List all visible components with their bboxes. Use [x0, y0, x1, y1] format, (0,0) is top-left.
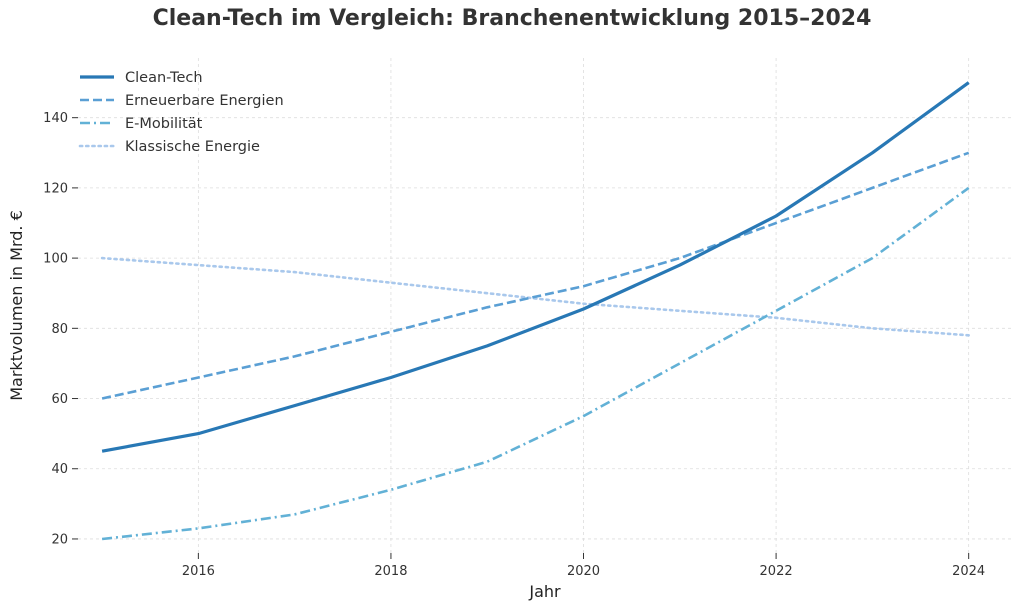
series-line-e-mobilit-t: [101, 186, 970, 541]
y-axis-label: Marktvolumen in Mrd. €: [7, 210, 26, 401]
series-line-klassische-energie: [100, 256, 971, 337]
y-tick-label: 60: [51, 392, 68, 407]
chart-title: Clean-Tech im Vergleich: Branchenentwick…: [152, 6, 872, 31]
legend-label: Klassische Energie: [125, 139, 260, 155]
legend-label: Clean-Tech: [125, 70, 203, 86]
y-tick-label: 120: [43, 181, 68, 196]
series-line-erneuerbare-energien: [101, 151, 970, 400]
y-tick-label: 80: [51, 322, 68, 337]
legend-label: E-Mobilität: [125, 116, 203, 132]
x-tick-label: 2022: [760, 564, 793, 579]
legend-label: Erneuerbare Energien: [125, 93, 284, 109]
x-tick-label: 2020: [567, 564, 600, 579]
x-tick-label: 2016: [182, 564, 215, 579]
series-line-clean-tech: [101, 81, 970, 453]
y-tick-label: 20: [51, 532, 68, 547]
y-tick-label: 140: [43, 111, 68, 126]
x-tick-label: 2018: [374, 564, 407, 579]
x-axis-label: Jahr: [528, 582, 561, 601]
y-tick-label: 40: [51, 462, 68, 477]
x-tick-label: 2024: [952, 564, 985, 579]
y-tick-label: 100: [43, 252, 68, 267]
